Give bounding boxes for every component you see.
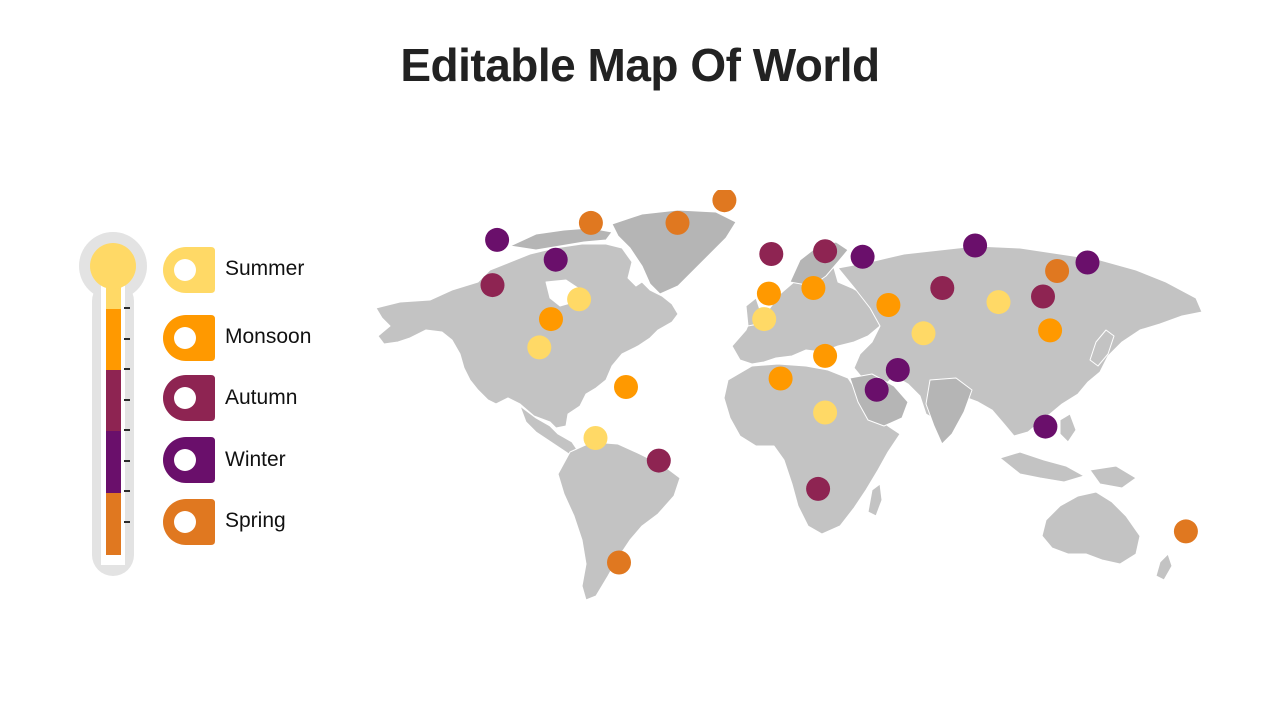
new-guinea <box>1089 465 1137 489</box>
map-marker-autumn[interactable] <box>480 273 505 298</box>
australia-landmass <box>1041 491 1141 565</box>
map-marker-summer[interactable] <box>527 335 552 360</box>
map-marker-summer[interactable] <box>583 426 608 450</box>
madagascar <box>867 483 883 517</box>
philippines-islands <box>1059 413 1077 443</box>
thermometer-ticks <box>124 307 130 523</box>
world-map <box>375 190 1203 601</box>
india-peninsula <box>925 377 973 445</box>
thermometer-segment-winter <box>106 431 121 493</box>
map-marker-spring[interactable] <box>578 210 603 235</box>
legend-marker-summer <box>163 247 215 293</box>
thermometer-bulb <box>90 243 136 289</box>
map-marker-winter[interactable] <box>963 233 988 258</box>
map-marker-winter[interactable] <box>1033 414 1058 439</box>
greenland-landmass <box>611 209 737 295</box>
thermometer-segment-monsoon <box>106 309 121 370</box>
legend-marker-winter <box>163 437 215 483</box>
map-marker-winter[interactable] <box>485 227 510 252</box>
map-marker-summer[interactable] <box>752 307 777 332</box>
map-marker-autumn[interactable] <box>930 276 955 300</box>
legend-label-winter: Winter <box>225 448 286 471</box>
map-marker-autumn[interactable] <box>1031 284 1055 309</box>
thermometer-segment-autumn <box>106 370 121 431</box>
page-title: Editable Map Of World <box>400 39 880 91</box>
map-marker-autumn[interactable] <box>806 476 831 501</box>
thermometer-segment-spring <box>106 493 121 555</box>
map-marker-winter[interactable] <box>543 247 568 272</box>
indonesia-islands <box>999 451 1085 483</box>
map-marker-monsoon[interactable] <box>756 281 781 306</box>
land-masses <box>375 209 1203 601</box>
map-marker-monsoon[interactable] <box>876 293 901 317</box>
africa-landmass <box>723 363 901 535</box>
map-marker-winter[interactable] <box>850 244 875 269</box>
map-marker-spring[interactable] <box>1045 259 1070 283</box>
map-marker-monsoon[interactable] <box>813 343 838 368</box>
map-marker-summer[interactable] <box>986 290 1011 315</box>
map-marker-spring[interactable] <box>712 190 737 213</box>
map-marker-summer[interactable] <box>911 321 936 346</box>
map-marker-summer[interactable] <box>567 287 592 312</box>
map-marker-spring[interactable] <box>607 550 631 575</box>
season-markers <box>480 190 1198 575</box>
map-marker-monsoon[interactable] <box>539 307 563 332</box>
map-marker-spring[interactable] <box>665 210 690 235</box>
map-marker-summer[interactable] <box>813 400 838 425</box>
map-marker-monsoon[interactable] <box>614 375 638 399</box>
map-marker-autumn[interactable] <box>813 239 838 264</box>
legend-marker-monsoon <box>163 315 215 361</box>
legend-label-summer: Summer <box>225 257 305 280</box>
legend-marker-autumn <box>163 375 215 421</box>
legend-marker-spring <box>163 499 215 545</box>
japan-islands <box>1089 329 1115 367</box>
legend-label-autumn: Autumn <box>225 386 298 409</box>
map-marker-monsoon[interactable] <box>801 276 826 300</box>
map-marker-autumn[interactable] <box>646 448 671 473</box>
map-marker-winter[interactable] <box>1075 250 1100 275</box>
new-zealand <box>1155 553 1173 581</box>
map-marker-monsoon[interactable] <box>768 366 793 391</box>
map-marker-spring[interactable] <box>1173 519 1198 544</box>
map-marker-monsoon[interactable] <box>1038 318 1063 343</box>
legend-label-monsoon: Monsoon <box>225 325 312 348</box>
map-marker-autumn[interactable] <box>759 242 784 266</box>
map-marker-winter[interactable] <box>885 358 910 382</box>
legend-label-spring: Spring <box>225 509 286 532</box>
season-thermometer <box>79 232 215 576</box>
map-marker-winter[interactable] <box>864 377 889 402</box>
north-america-landmass <box>375 243 679 429</box>
